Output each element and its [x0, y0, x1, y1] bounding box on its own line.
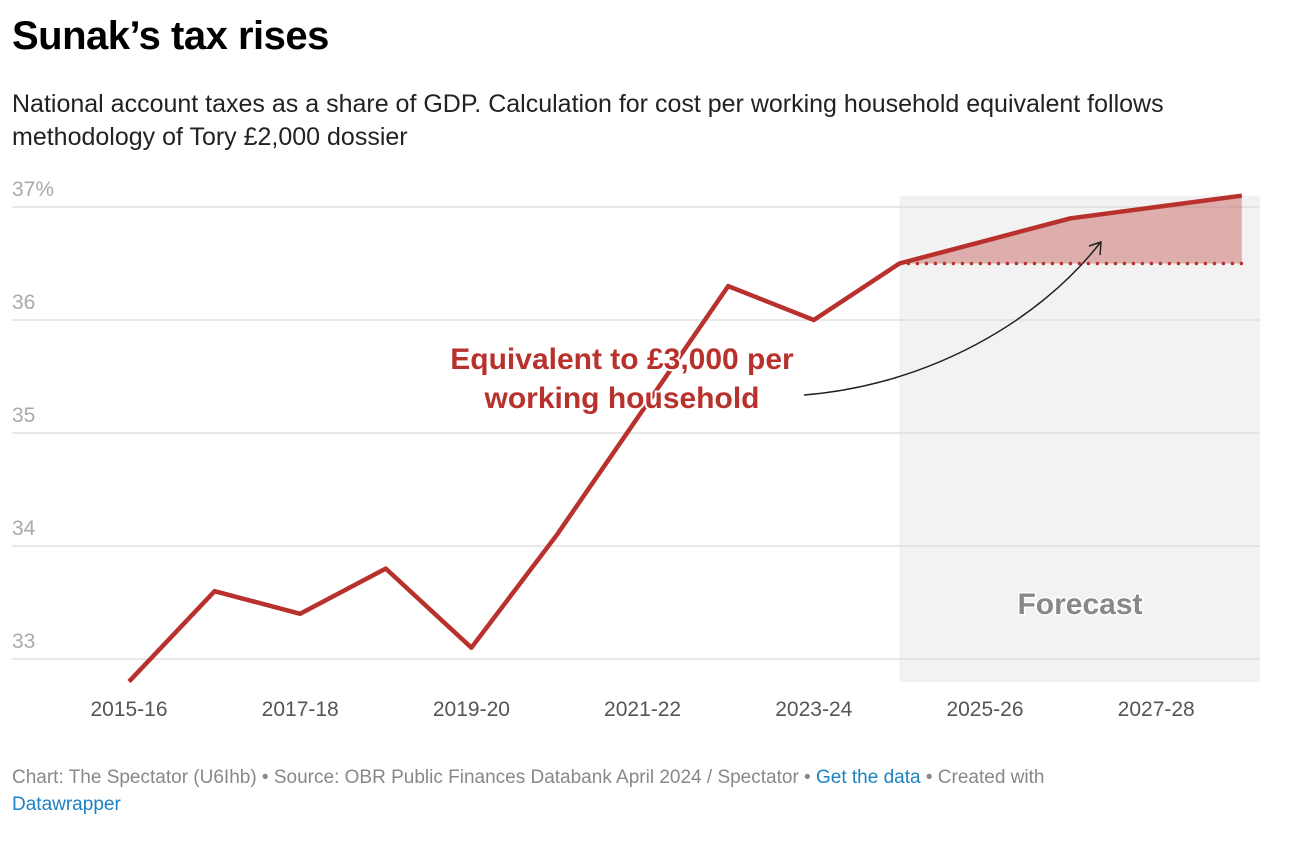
- forecast-label: Forecast: [1017, 588, 1142, 621]
- x-tick-label: 2027-28: [1118, 698, 1195, 721]
- y-tick-label: 35: [12, 404, 35, 427]
- footer-source: Source: OBR Public Finances Databank Apr…: [273, 767, 799, 788]
- separator: •: [920, 767, 938, 788]
- y-tick-label: 36: [12, 291, 35, 314]
- footer-credit: Chart: The Spectator (U6Ihb): [12, 767, 257, 788]
- series-line: [127, 193, 1243, 684]
- chart-title: Sunak’s tax rises: [12, 14, 329, 58]
- annotation-line-2: working household: [484, 382, 760, 415]
- x-tick-label: 2023-24: [775, 698, 852, 721]
- footer-created: Created with: [937, 767, 1045, 788]
- separator: •: [798, 767, 816, 788]
- annotation-arrow: [803, 242, 1101, 396]
- datawrapper-link[interactable]: Datawrapper: [12, 794, 121, 815]
- x-tick-label: 2021-22: [604, 698, 681, 721]
- chart-subtitle: National account taxes as a share of GDP…: [12, 90, 1164, 151]
- x-tick-label: 2015-16: [90, 698, 167, 721]
- line-chart: 33 34 35 36 37% 2015-16 2017-18 2019-20 2021-22 2…: [12, 178, 1260, 721]
- x-tick-label: 2025-26: [946, 698, 1023, 721]
- separator: •: [256, 767, 274, 788]
- footer: Chart: The Spectator (U6Ihb) • Source: O…: [12, 764, 1242, 818]
- y-tick-label: 34: [12, 517, 36, 540]
- x-tick-label: 2019-20: [433, 698, 510, 721]
- forecast-region: [899, 195, 1260, 682]
- get-data-link[interactable]: Get the data: [816, 767, 921, 788]
- x-tick-label: 2017-18: [262, 698, 339, 721]
- y-tick-label: 37%: [12, 178, 54, 201]
- annotation-line-1: Equivalent to £3,000 per: [450, 343, 794, 376]
- difference-area: [899, 195, 1242, 264]
- arrow-head-icon: [1088, 240, 1102, 256]
- y-tick-label: 33: [12, 630, 35, 653]
